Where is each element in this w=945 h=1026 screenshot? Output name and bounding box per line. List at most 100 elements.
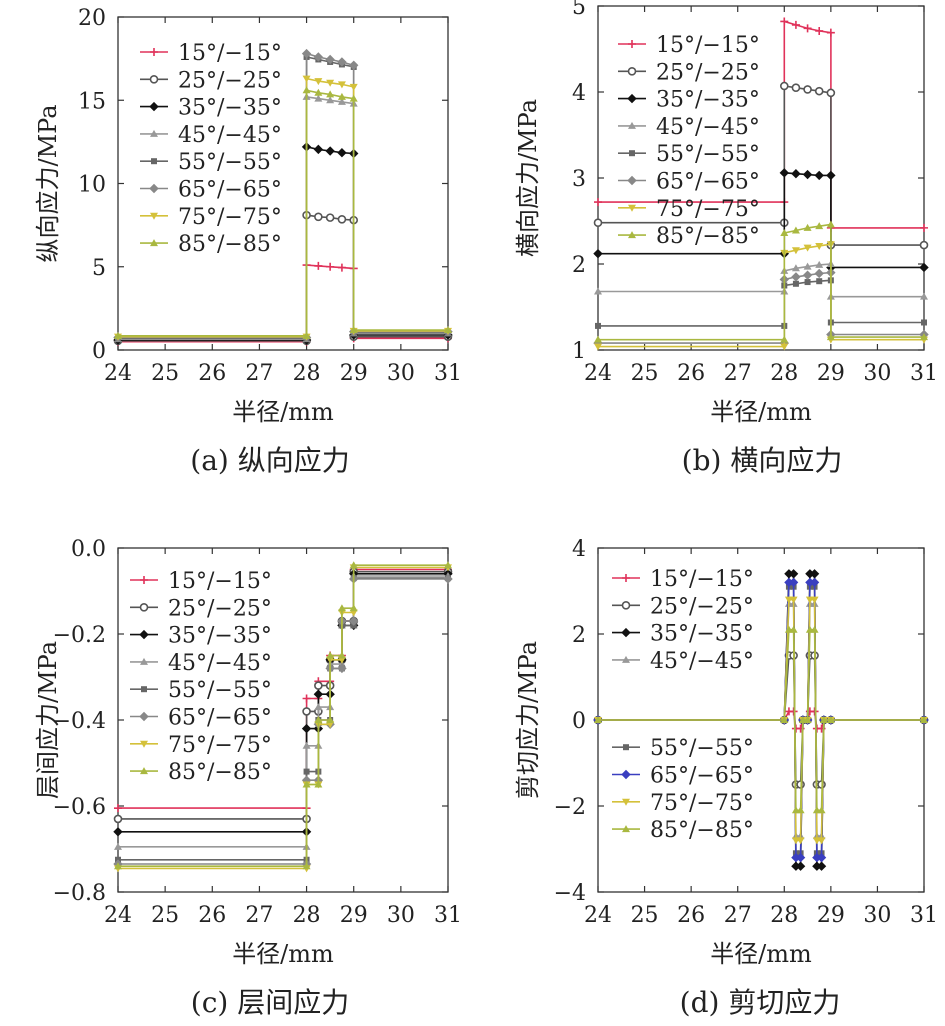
data-point — [594, 198, 602, 207]
data-point — [302, 862, 311, 870]
data-point — [337, 604, 346, 612]
series-1 — [113, 210, 453, 346]
legend-swatch-marker — [621, 600, 631, 610]
data-point — [337, 214, 347, 224]
data-point — [314, 261, 323, 270]
data-point — [349, 94, 358, 102]
legend-entry: 55°/−55° — [656, 142, 760, 167]
y-axis-label: 纵向应力/MPa — [34, 104, 62, 262]
data-point — [443, 574, 453, 584]
legend-swatch-marker — [622, 655, 630, 663]
data-point — [791, 168, 801, 179]
series-line — [118, 56, 448, 340]
series-0 — [114, 565, 452, 813]
figure-caption: (c) 层间应力 — [191, 986, 349, 1019]
data-point — [789, 625, 798, 633]
legend-swatch-marker — [141, 686, 147, 693]
x-tick-label: 30 — [863, 903, 891, 928]
legend-entry: 45°/−45° — [178, 123, 282, 148]
data-point — [819, 716, 828, 723]
y-tick-label: 4 — [572, 537, 586, 562]
figure-caption: (d) 剪切应力 — [680, 986, 841, 1019]
data-point — [326, 716, 335, 723]
x-tick-label: 31 — [434, 361, 462, 386]
legend-swatch-marker — [622, 574, 630, 582]
data-point — [325, 54, 335, 65]
series-3 — [114, 92, 452, 343]
legend-entry: 15°/−15° — [650, 567, 754, 592]
legend: 15°/−15°25°/−25° 35°/−35°45°/−45°55°/−55°… — [140, 41, 282, 257]
data-point — [303, 768, 310, 775]
x-tick-label: 30 — [387, 361, 415, 386]
legend-entry: 85°/−85° — [168, 760, 272, 785]
legend-entry: 85°/−85° — [650, 818, 754, 843]
data-point — [802, 169, 813, 180]
data-point — [826, 170, 836, 181]
x-tick-label: 29 — [340, 361, 368, 386]
data-point — [314, 212, 323, 222]
data-point — [920, 292, 928, 300]
series-line — [598, 271, 924, 344]
data-point — [337, 57, 347, 67]
x-tick-label: 24 — [584, 361, 612, 386]
y-tick-label: 2 — [572, 253, 586, 278]
x-tick-label: 28 — [293, 361, 321, 386]
figure-caption: (b) 横向应力 — [682, 444, 843, 477]
y-tick-label: −4 — [554, 881, 586, 906]
series-7 — [114, 86, 452, 339]
data-point — [337, 263, 346, 272]
data-point — [313, 144, 324, 155]
chart-panel-0: 24 25 26 27 28 29 30 31 0 5 10 15 20 半径/mm 纵向应力/MPa (a)… — [34, 6, 462, 477]
data-point — [325, 213, 335, 222]
data-point — [302, 75, 311, 83]
series-line — [598, 279, 924, 327]
chart-panel-3: 24 25 26 27 28 29 30 31 4 2 0 −2 −4 半径/mm 剪切应力/MPa (d) … — [514, 537, 938, 1019]
data-point — [815, 260, 824, 268]
legend-entry: 75°/−75° — [650, 791, 754, 816]
legend-swatch-marker — [149, 75, 159, 84]
y-tick-label: 0 — [92, 339, 106, 364]
series-line — [598, 628, 924, 812]
y-tick-label: −0.8 — [53, 881, 106, 906]
legend-swatch-marker — [139, 629, 149, 640]
data-point — [780, 335, 789, 343]
series-4 — [115, 53, 451, 342]
data-point — [326, 79, 335, 87]
legend-swatch-marker — [139, 602, 149, 612]
data-point — [594, 343, 602, 351]
data-point — [444, 326, 452, 334]
legend-entry: 35°/−35° — [656, 88, 760, 113]
series-line — [598, 243, 924, 348]
plot-frame — [597, 5, 925, 351]
x-tick-label: 27 — [724, 903, 752, 928]
data-point — [325, 146, 335, 156]
legend-swatch-marker — [149, 101, 159, 112]
series-line — [118, 89, 448, 337]
data-point — [815, 26, 824, 35]
x-tick-label: 28 — [770, 903, 798, 928]
x-axis-label: 半径/mm — [710, 940, 812, 968]
series-line — [118, 564, 448, 867]
legend-entry: 15°/−15° — [656, 33, 760, 58]
data-point — [337, 656, 346, 664]
series-6 — [114, 75, 452, 341]
series-1 — [593, 81, 929, 250]
data-point — [593, 218, 603, 228]
legend-swatch-marker — [150, 239, 158, 247]
data-point — [593, 248, 603, 259]
legend-swatch-marker — [628, 40, 636, 48]
legend-entry: 15°/−15° — [168, 569, 272, 594]
data-point — [802, 270, 813, 280]
data-point — [803, 244, 812, 252]
y-axis-label: 层间应力/MPa — [34, 641, 62, 799]
data-point — [349, 60, 359, 70]
x-tick-label: 26 — [198, 361, 226, 386]
x-tick-label: 25 — [151, 903, 179, 928]
data-point — [920, 223, 928, 232]
legend-entry: 65°/−65° — [650, 764, 754, 789]
chart-panel-2: 24 25 26 27 28 29 30 31 0.0 −0.2 −0.4 −0.6 −0.8 半径/mm… — [34, 537, 462, 1019]
data-point — [113, 827, 123, 837]
data-point — [337, 147, 347, 158]
data-point — [826, 716, 835, 723]
